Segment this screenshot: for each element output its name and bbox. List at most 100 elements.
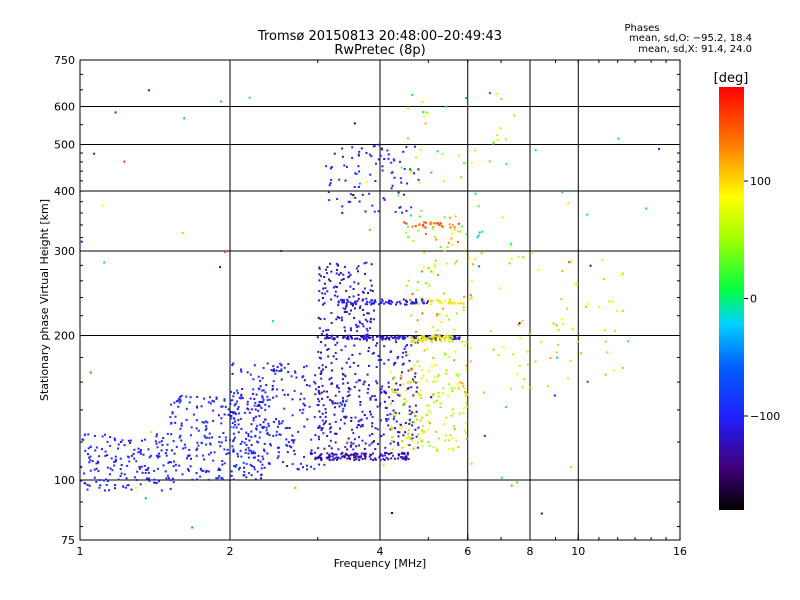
data-point [346, 399, 349, 402]
data-point [107, 480, 109, 482]
data-point [211, 399, 214, 402]
data-point [241, 440, 243, 443]
data-point [337, 457, 339, 460]
data-point [327, 348, 330, 350]
data-point [261, 401, 264, 404]
data-point [387, 301, 390, 304]
data-point [357, 325, 360, 328]
data-point [534, 149, 537, 152]
data-point [201, 421, 204, 424]
data-point [540, 341, 543, 344]
data-point [401, 446, 403, 449]
data-point [522, 256, 525, 259]
data-point [422, 374, 425, 377]
data-point [155, 442, 158, 445]
data-point [203, 397, 206, 400]
data-point [344, 446, 347, 449]
y-tick-label: 750 [54, 54, 75, 67]
data-point [431, 365, 434, 368]
data-point [478, 231, 481, 234]
data-point [568, 261, 571, 264]
data-point [261, 389, 264, 392]
data-point [529, 386, 532, 389]
data-point [586, 213, 589, 216]
data-point [615, 309, 618, 312]
data-point [293, 389, 296, 392]
data-point [379, 402, 382, 405]
data-point [368, 228, 371, 231]
data-point [257, 387, 260, 390]
data-point [340, 298, 342, 301]
data-point [343, 311, 346, 313]
data-point [331, 382, 334, 385]
data-point [231, 372, 234, 375]
data-point [339, 418, 342, 421]
data-point [183, 117, 186, 120]
data-point [365, 452, 367, 455]
data-point [352, 448, 355, 451]
data-point [345, 302, 348, 304]
data-point [220, 417, 223, 420]
data-point [326, 266, 329, 269]
data-point [627, 340, 630, 343]
data-point [405, 436, 408, 439]
data-point [455, 439, 458, 442]
data-point [164, 470, 167, 473]
data-point [154, 481, 157, 484]
data-point [448, 223, 451, 226]
data-point [251, 465, 254, 467]
data-point [301, 412, 304, 414]
data-point [305, 365, 308, 368]
data-point [407, 279, 410, 282]
data-point [445, 369, 448, 372]
data-point [534, 360, 537, 363]
data-point [443, 216, 446, 219]
data-point [457, 446, 460, 449]
data-point [265, 384, 268, 387]
data-point [362, 298, 365, 301]
data-point [470, 462, 473, 465]
data-point [383, 302, 386, 305]
data-point [377, 210, 380, 213]
data-point [247, 408, 250, 411]
data-point [261, 455, 264, 458]
data-point [164, 452, 167, 455]
data-point [400, 166, 403, 169]
data-point [252, 419, 255, 422]
data-point [245, 437, 247, 440]
data-point [404, 336, 407, 339]
data-point [433, 263, 436, 266]
data-point [232, 432, 235, 435]
data-point [265, 426, 268, 429]
data-point [355, 458, 358, 461]
data-point [387, 157, 390, 160]
data-point [244, 451, 247, 454]
data-point [431, 336, 434, 339]
data-point [101, 435, 104, 438]
data-point [230, 470, 233, 473]
data-point [162, 464, 165, 467]
data-point [155, 435, 158, 438]
data-point [137, 447, 140, 450]
data-point [80, 479, 83, 482]
data-point [408, 381, 411, 384]
data-point [173, 452, 176, 455]
data-point [426, 335, 429, 338]
data-point [339, 272, 342, 275]
data-point [258, 415, 261, 417]
data-point [199, 467, 202, 470]
data-point [224, 439, 227, 442]
data-point [400, 374, 403, 377]
data-point [170, 433, 173, 436]
data-point [354, 416, 357, 419]
data-point [369, 398, 372, 401]
data-point [505, 406, 507, 408]
data-point [385, 336, 388, 339]
data-point [402, 351, 405, 354]
data-point [223, 399, 226, 402]
data-point [417, 426, 420, 429]
data-point [80, 465, 83, 468]
data-point [417, 178, 420, 181]
data-point [221, 463, 224, 466]
data-point [237, 455, 239, 458]
